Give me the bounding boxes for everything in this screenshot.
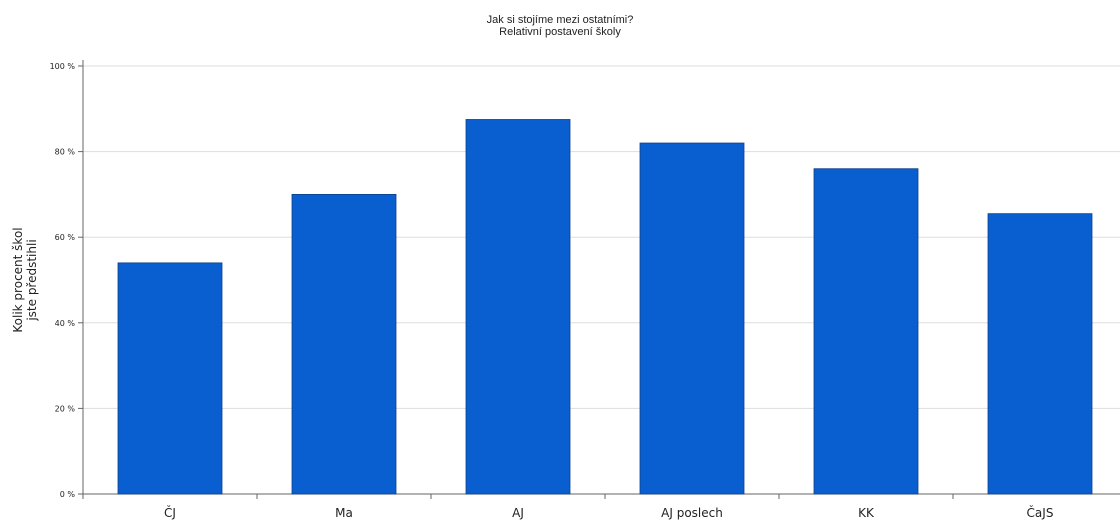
y-tick-label: 20 % bbox=[55, 404, 76, 413]
y-tick-label: 40 % bbox=[55, 319, 76, 328]
bar bbox=[813, 168, 919, 495]
y-tick-label: 60 % bbox=[55, 233, 76, 242]
y-tick-label: 80 % bbox=[55, 148, 76, 157]
bar bbox=[465, 119, 571, 495]
x-tick-label: ČaJS bbox=[1027, 505, 1054, 520]
chart-title: Jak si stojíme mezi ostatními? bbox=[486, 14, 634, 26]
x-tick-label: KK bbox=[858, 506, 875, 520]
x-tick-label: ČJ bbox=[164, 505, 176, 520]
chart-subtitle: Relativní postavení školy bbox=[499, 26, 621, 38]
bar bbox=[987, 213, 1093, 495]
y-axis-label: Kolik procent škol bbox=[11, 227, 25, 332]
x-tick-label: AJ bbox=[512, 506, 524, 520]
x-tick-label: AJ poslech bbox=[661, 506, 723, 520]
y-axis-label: jste předstihli bbox=[25, 239, 39, 321]
y-tick-label: 100 % bbox=[50, 62, 76, 71]
x-tick-label: Ma bbox=[335, 506, 353, 520]
bar bbox=[639, 142, 745, 495]
y-tick-label: 0 % bbox=[60, 490, 76, 499]
bar bbox=[291, 193, 397, 495]
bar bbox=[117, 262, 223, 495]
